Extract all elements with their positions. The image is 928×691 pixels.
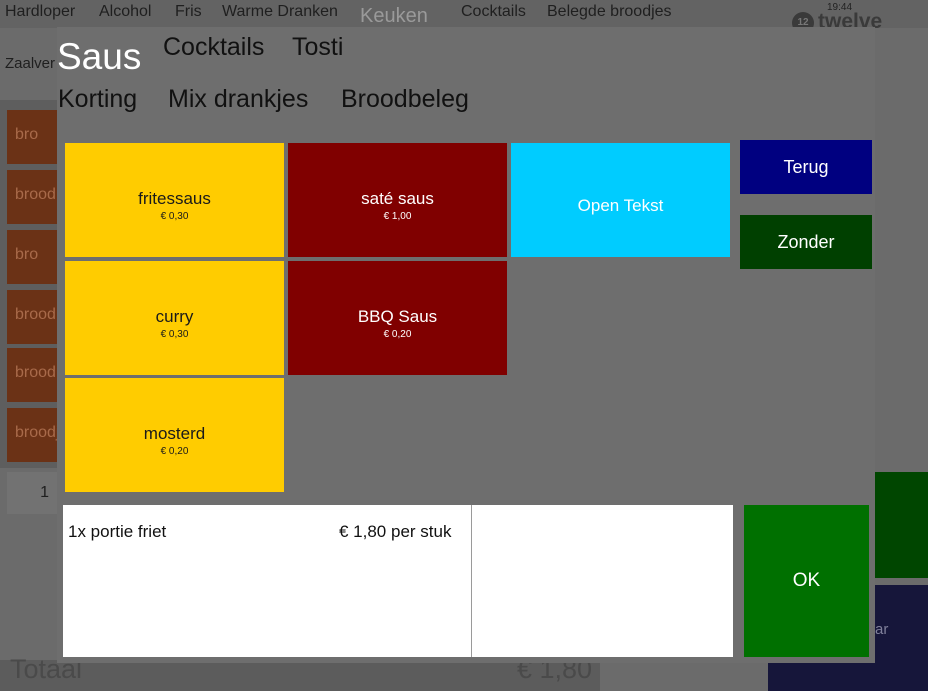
item-price: € 1,00 <box>383 211 412 222</box>
order-divider <box>471 505 472 657</box>
category-keuken[interactable]: Keuken <box>360 5 428 27</box>
order-line-price: € 1,80 per stuk <box>339 522 452 541</box>
order-summary: 1x portie friet € 1,80 per stuk <box>63 505 733 657</box>
background-navy-strip <box>768 662 878 691</box>
total-bar <box>0 660 600 691</box>
area-label[interactable]: Zaalver <box>5 55 56 72</box>
item-name: saté saus <box>361 189 434 208</box>
item-name: BBQ Saus <box>357 307 438 326</box>
modifier-dialog: Saus Cocktails Tosti Korting Mix drankje… <box>57 27 875 663</box>
tab-broodbeleg[interactable]: Broodbeleg <box>341 85 469 113</box>
item-name: fritessaus <box>138 189 211 208</box>
item-name: curry <box>155 307 194 326</box>
item-sate-saus[interactable]: saté saus € 1,00 <box>288 143 507 257</box>
item-price: € 0,20 <box>383 329 412 340</box>
order-quantity[interactable]: 1 <box>7 472 57 514</box>
category-fris[interactable]: Fris <box>175 3 202 20</box>
tab-mix-drankjes[interactable]: Mix drankjes <box>168 85 309 113</box>
item-price: € 0,20 <box>160 446 189 457</box>
category-alcohol[interactable]: Alcohol <box>99 3 152 20</box>
item-price: € 0,30 <box>160 211 189 222</box>
item-mosterd[interactable]: mosterd € 0,20 <box>65 378 284 492</box>
order-line-name: 1x portie friet <box>68 522 167 541</box>
item-price: € 0,30 <box>160 329 189 340</box>
category-hardloper[interactable]: Hardloper <box>5 3 76 20</box>
clock: 19:44 <box>827 2 853 13</box>
without-button[interactable]: Zonder <box>740 215 872 269</box>
tab-korting[interactable]: Korting <box>58 85 138 113</box>
item-bbq-saus[interactable]: BBQ Saus € 0,20 <box>288 261 507 375</box>
category-cocktails[interactable]: Cocktails <box>461 3 526 20</box>
background-navy-button[interactable]: ar <box>875 585 928 691</box>
category-bar: Hardloper Alcohol Fris Warme Dranken Keu… <box>0 0 928 28</box>
item-name: Open Tekst <box>577 196 664 215</box>
item-curry[interactable]: curry € 0,30 <box>65 261 284 375</box>
item-open-tekst[interactable]: Open Tekst <box>511 143 730 257</box>
tab-saus[interactable]: Saus <box>57 36 142 77</box>
item-fritessaus[interactable]: fritessaus € 0,30 <box>65 143 284 257</box>
background-green-button[interactable] <box>875 472 928 578</box>
back-button[interactable]: Terug <box>740 140 872 194</box>
ok-button[interactable]: OK <box>744 505 869 657</box>
item-name: mosterd <box>143 424 206 443</box>
category-warme-dranken[interactable]: Warme Dranken <box>222 3 338 20</box>
background-navy-button-label: ar <box>875 621 889 638</box>
category-belegde-broodjes[interactable]: Belegde broodjes <box>547 3 672 20</box>
tab-tosti[interactable]: Tosti <box>292 33 344 61</box>
tab-cocktails[interactable]: Cocktails <box>163 33 265 61</box>
